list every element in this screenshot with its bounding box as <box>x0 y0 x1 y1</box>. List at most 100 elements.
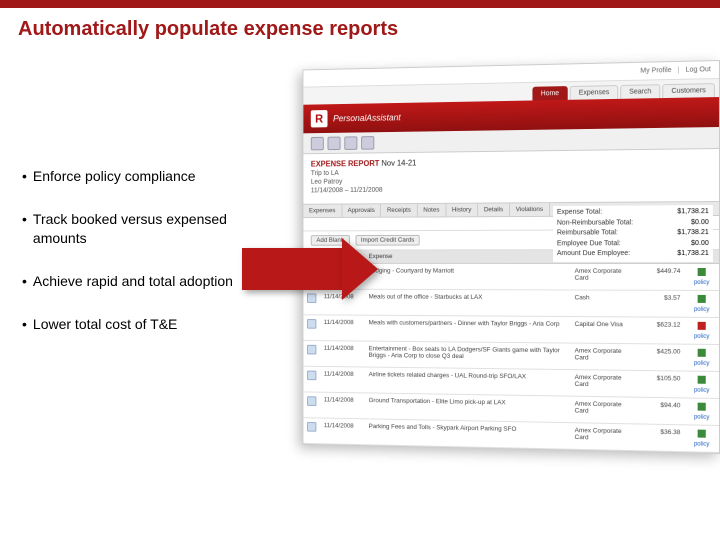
summary-value: $1,738.21 <box>677 207 709 218</box>
cell-expense: Meals out of the office - Starbucks at L… <box>365 289 571 316</box>
cell-amount: $623.12 <box>640 317 684 344</box>
cell-amount: $3.57 <box>640 290 684 317</box>
bullet-list: •Enforce policy compliance •Track booked… <box>0 87 260 357</box>
cell-status: policy <box>684 371 719 398</box>
col-expense: Expense <box>365 250 571 263</box>
cell-date: 11/14/2008 <box>320 315 365 341</box>
cell-amount: $449.74 <box>640 263 684 290</box>
bullet-item: •Enforce policy compliance <box>22 167 260 186</box>
table-row[interactable]: 11/14/2008Meals with customers/partners … <box>303 315 719 345</box>
subtab-receipts[interactable]: Receipts <box>381 204 417 217</box>
bullet-text: Lower total cost of T&E <box>33 315 177 334</box>
report-title-label: EXPENSE REPORT <box>311 159 380 168</box>
cell-status: policy <box>684 263 719 290</box>
status-text: policy <box>694 334 710 340</box>
cell-date: 11/14/2008 <box>320 418 365 445</box>
subtab-expenses[interactable]: Expenses <box>303 204 342 217</box>
cell-pay: Cash <box>571 290 641 317</box>
slide-title: Automatically populate expense reports <box>0 8 720 47</box>
bullet-text: Achieve rapid and total adoption <box>33 272 233 291</box>
cell-expense: Parking Fees and Tolls - Skypark Airport… <box>365 419 571 449</box>
expense-summary: Expense Total: $1,738.21 Non-Reimbursable… <box>553 205 713 261</box>
cell-pay: Amex Corporate Card <box>571 263 641 290</box>
row-icon <box>307 345 316 355</box>
toolbar-icon[interactable] <box>328 136 341 150</box>
summary-label: Reimbursable Total: <box>557 228 618 239</box>
status-flag-icon <box>698 430 706 438</box>
cell-pay: Amex Corporate Card <box>571 343 641 370</box>
bullet-text: Enforce policy compliance <box>33 167 196 186</box>
bullet-item: •Lower total cost of T&E <box>22 315 260 334</box>
status-text: policy <box>694 280 710 286</box>
cell-expense: Lodging - Courtyard by Marriott <box>365 263 571 290</box>
report-title-period: Nov 14-21 <box>381 159 416 168</box>
cell-status: policy <box>684 344 719 371</box>
cell-date: 11/14/2008 <box>320 392 365 419</box>
cell-expense: Meals with customers/partners - Dinner w… <box>365 315 571 343</box>
cell-pay: Amex Corporate Card <box>571 370 641 398</box>
bullet-item: •Track booked versus expensed amounts <box>22 210 260 248</box>
subtab-approvals[interactable]: Approvals <box>342 204 381 217</box>
cell-amount: $425.00 <box>640 344 684 371</box>
subtab-notes[interactable]: Notes <box>418 204 447 217</box>
my-profile-link[interactable]: My Profile <box>640 67 671 75</box>
app-logo: R <box>311 110 328 127</box>
summary-label: Employee Due Total: <box>557 239 621 249</box>
summary-label: Expense Total: <box>557 208 602 219</box>
status-text: policy <box>694 415 710 421</box>
tab-customers[interactable]: Customers <box>662 83 714 98</box>
cell-date: 11/14/2008 <box>320 341 365 367</box>
status-flag-icon <box>698 295 706 303</box>
status-text: policy <box>694 361 710 367</box>
cell-date: 11/14/2008 <box>320 366 365 392</box>
cell-expense: Ground Transportation - Elite Limo pick-… <box>365 393 571 423</box>
report-header: EXPENSE REPORT Nov 14-21 Trip to LA Leo … <box>303 149 719 205</box>
row-icon <box>307 371 316 381</box>
toolbar-icon[interactable] <box>311 136 324 150</box>
status-flag-icon <box>698 403 706 411</box>
cell-amount: $94.40 <box>640 397 684 425</box>
row-icon <box>307 319 316 329</box>
summary-value: $0.00 <box>691 239 709 250</box>
bullet-item: •Achieve rapid and total adoption <box>22 272 260 291</box>
summary-label: Non-Reimbursable Total: <box>557 218 633 229</box>
cell-pay: Capital One Visa <box>571 317 641 344</box>
cell-amount: $36.38 <box>640 424 684 452</box>
logout-link[interactable]: Log Out <box>686 66 711 74</box>
top-red-bar <box>0 0 720 8</box>
summary-value: $1,738.21 <box>677 228 709 239</box>
cell-pay: Amex Corporate Card <box>571 396 641 424</box>
status-text: policy <box>694 388 710 394</box>
summary-value: $0.00 <box>691 218 709 229</box>
subtab-details[interactable]: Details <box>478 203 510 216</box>
status-text: policy <box>694 441 710 447</box>
summary-label: Amount Due Employee: <box>557 249 630 259</box>
callout-arrow <box>242 238 382 300</box>
row-icon <box>307 396 316 406</box>
status-flag-icon <box>698 376 706 384</box>
toolbar-icon[interactable] <box>344 136 357 150</box>
report-subline: 11/14/2008 – 11/21/2008 <box>311 184 711 194</box>
tab-home[interactable]: Home <box>532 86 568 100</box>
cell-expense: Entertainment - Box seats to LA Dodgers/… <box>365 341 571 370</box>
app-brand-name: PersonalAssistant <box>333 113 401 124</box>
status-text: policy <box>694 307 710 313</box>
tab-expenses[interactable]: Expenses <box>570 85 618 100</box>
row-icon <box>307 422 316 432</box>
cell-expense: Airline tickets related charges - UAL Ro… <box>365 367 571 396</box>
subtab-history[interactable]: History <box>446 204 478 217</box>
summary-value: $1,738.21 <box>677 249 709 259</box>
bullet-text: Track booked versus expensed amounts <box>33 210 260 248</box>
cell-status: policy <box>684 398 719 426</box>
tab-search[interactable]: Search <box>620 84 660 99</box>
separator: | <box>678 67 680 74</box>
status-flag-icon <box>698 322 706 330</box>
toolbar-icon[interactable] <box>361 136 374 150</box>
cell-pay: Amex Corporate Card <box>571 423 641 451</box>
cell-status: policy <box>684 290 719 317</box>
cell-status: policy <box>684 425 719 453</box>
status-flag-icon <box>698 349 706 357</box>
status-flag-icon <box>698 268 706 276</box>
cell-amount: $105.50 <box>640 370 684 397</box>
subtab-violations[interactable]: Violations <box>510 203 550 216</box>
